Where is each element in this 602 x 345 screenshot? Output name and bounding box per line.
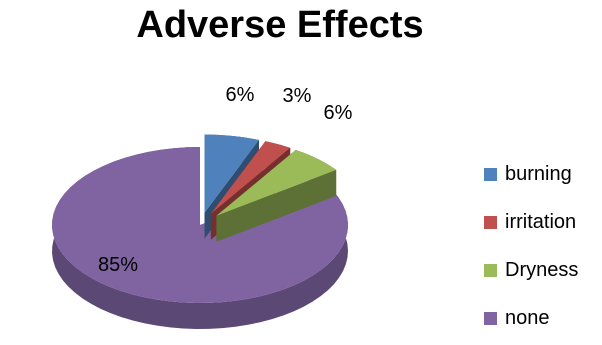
data-label-none: 85% [98, 254, 138, 276]
slice-wall-dryness-1 [216, 169, 337, 242]
slice-none [52, 147, 348, 303]
data-label-dryness: 6% [324, 102, 353, 124]
legend-label-irritation: irritation [505, 210, 577, 233]
legend-item-dryness: Dryness [484, 246, 578, 294]
chart-title: Adverse Effects [136, 4, 424, 46]
slice-burning [204, 134, 259, 213]
legend-label-burning: burning [505, 162, 572, 185]
data-label-burning: 6% [226, 84, 255, 106]
legend-label-dryness: Dryness [505, 258, 579, 281]
legend-item-none: none [484, 294, 578, 342]
legend-swatch-dryness [484, 263, 497, 277]
legend-item-burning: burning [484, 150, 578, 198]
legend-swatch-irritation [484, 215, 497, 229]
legend: burning irritation Dryness none [484, 150, 578, 342]
legend-swatch-none [484, 311, 497, 325]
data-label-irritation: 3% [283, 85, 312, 107]
slice-irritation [210, 141, 291, 214]
legend-swatch-burning [484, 167, 497, 181]
slice-dryness [216, 149, 337, 216]
legend-label-none: none [505, 306, 550, 329]
legend-item-irritation: irritation [484, 198, 578, 246]
